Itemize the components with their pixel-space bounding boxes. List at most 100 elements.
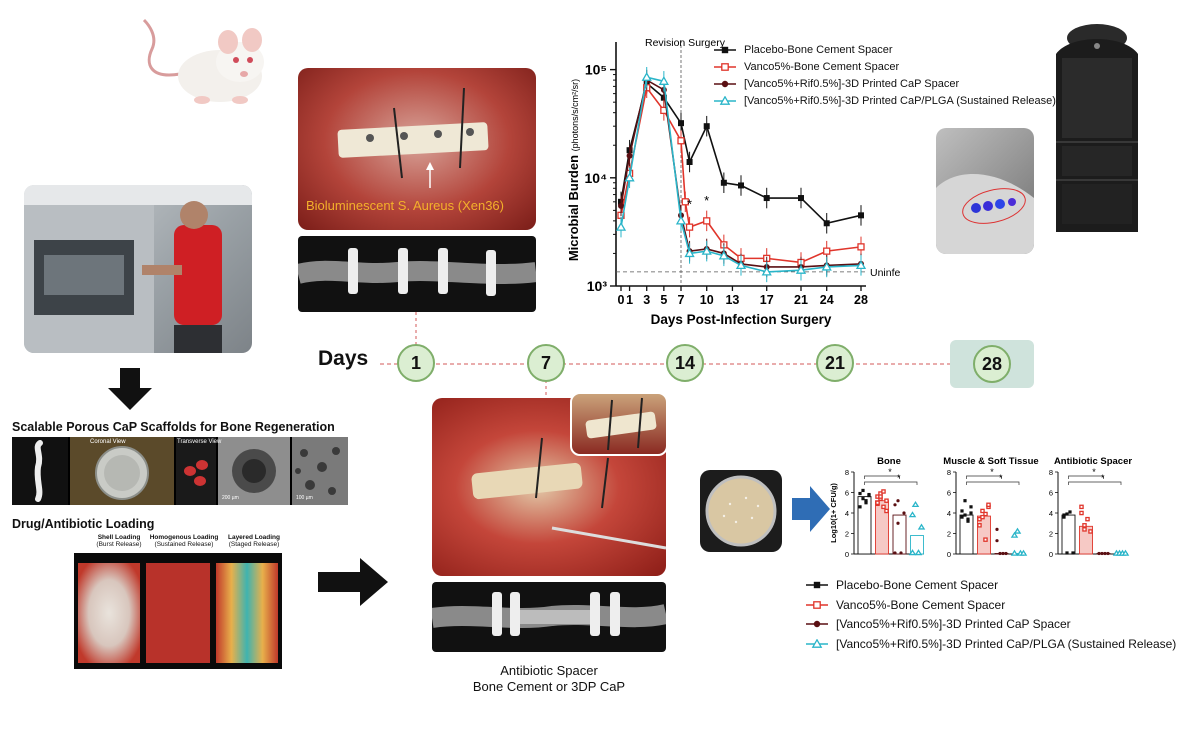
printer-operator-photo bbox=[24, 185, 252, 353]
bar-dot bbox=[896, 521, 900, 525]
bar-dot bbox=[875, 500, 880, 506]
bar-y-tick-label: 4 bbox=[845, 509, 849, 518]
bar-dot bbox=[1071, 551, 1075, 555]
bar-y-tick-label: 2 bbox=[1049, 530, 1053, 539]
data-point bbox=[720, 179, 727, 186]
x-axis-label: Days Post-Infection Surgery bbox=[651, 312, 832, 327]
legend-swatch-marker bbox=[813, 600, 821, 609]
x-tick-label: 28 bbox=[854, 293, 868, 307]
line-chart-legend: Placebo-Bone Cement Spacer Vanco5%-Bone C… bbox=[714, 44, 1056, 116]
bar-dot bbox=[983, 511, 988, 517]
uninfected-label: Uninfected Mice bbox=[870, 267, 900, 279]
legend-swatch-plga bbox=[806, 638, 828, 648]
y-axis-label-unit: (photons/s/cm²/sr) bbox=[570, 79, 580, 152]
significance-star: * bbox=[704, 193, 709, 208]
bar-panel-2: Antibiotic Spacer 0 2 4 6 8 * * bbox=[1049, 456, 1133, 559]
spacer-inset-graphic bbox=[585, 397, 657, 451]
bar-dot bbox=[986, 502, 991, 508]
agar-plate-photo bbox=[700, 470, 782, 552]
scale-bar-200: 200 µm bbox=[222, 495, 239, 501]
legend-swatch-marker bbox=[813, 620, 821, 628]
bar-dot bbox=[995, 539, 999, 543]
timeline-node-day1: 1 bbox=[397, 344, 435, 382]
data-point bbox=[738, 182, 744, 189]
ivis-imaging-machine bbox=[1056, 24, 1138, 232]
legend-label: Vanco5%-Bone Cement Spacer bbox=[836, 597, 1006, 612]
data-point bbox=[701, 245, 712, 255]
x-tick-label: 0 bbox=[618, 293, 625, 307]
bar-dot bbox=[995, 527, 999, 531]
legend-swatch-marker bbox=[721, 80, 729, 88]
bar-placebo bbox=[1061, 514, 1076, 555]
shell-loading-sub: (Burst Release) bbox=[96, 541, 142, 548]
layered-loading-label: Layered Loading (Staged Release) bbox=[218, 534, 290, 548]
timeline-line bbox=[380, 363, 980, 365]
homog-loading-label: Homogenous Loading (Sustained Release) bbox=[142, 534, 226, 548]
days-label: Days bbox=[318, 347, 369, 370]
bar-dot bbox=[861, 497, 865, 501]
data-point bbox=[641, 71, 652, 81]
bar-dot bbox=[861, 488, 865, 493]
shell-loading-text: Shell Loading bbox=[97, 534, 141, 541]
xray-day1-graphic bbox=[295, 248, 538, 296]
bar-dot bbox=[966, 517, 970, 521]
x-tick-label: 13 bbox=[725, 293, 739, 307]
bar-dot bbox=[1079, 504, 1084, 510]
loading-title: Drug/Antibiotic Loading bbox=[12, 517, 155, 531]
bar-dot bbox=[1010, 531, 1019, 538]
timeline-node-day7: 7 bbox=[527, 344, 565, 382]
data-point bbox=[615, 221, 627, 231]
bar-dot bbox=[881, 489, 886, 494]
data-point bbox=[823, 220, 830, 227]
x-tick-label: 24 bbox=[820, 293, 834, 307]
significance-star: * bbox=[687, 197, 692, 212]
bar-panel-1: Muscle & Soft Tissue 0 2 4 6 8 * * bbox=[943, 456, 1038, 559]
bar-y-axis-label: Log10(1+ CFU/g) bbox=[829, 483, 838, 543]
bar-dot bbox=[977, 523, 982, 528]
loading-heatmap bbox=[74, 553, 282, 669]
y-axis-label: Microbial Burden (photons/s/cm²/sr) bbox=[566, 79, 581, 261]
significance-star: * bbox=[990, 467, 994, 477]
bar-panel-title: Antibiotic Spacer bbox=[1054, 456, 1132, 467]
bar-placebo bbox=[857, 496, 872, 555]
data-point bbox=[685, 223, 694, 231]
down-arrow-icon bbox=[108, 368, 152, 410]
bar-dot bbox=[1106, 551, 1110, 556]
bar-dot bbox=[966, 519, 970, 523]
bar-dot bbox=[969, 511, 973, 515]
bar-dot bbox=[884, 508, 889, 514]
agar-plate-graphic bbox=[705, 475, 777, 547]
bar-dot bbox=[864, 501, 868, 505]
timeline-connector-bottom bbox=[545, 380, 547, 398]
bar-dot bbox=[1062, 513, 1066, 517]
bar-dot bbox=[858, 505, 862, 509]
legend-swatch-marker bbox=[719, 96, 731, 105]
bar-y-tick-label: 8 bbox=[845, 468, 849, 477]
y-tick-label: 10⁴ bbox=[585, 170, 608, 186]
bar-y-tick-label: 8 bbox=[947, 468, 951, 477]
x-tick-label: 5 bbox=[660, 293, 667, 307]
data-point bbox=[798, 195, 804, 202]
legend-item-vanco: Vanco5%-Bone Cement Spacer bbox=[714, 61, 899, 73]
surgery-photo: Bioluminescent S. Aureus (Xen36) bbox=[298, 68, 536, 230]
data-point bbox=[678, 120, 684, 127]
bar-y-tick-label: 4 bbox=[1049, 509, 1053, 518]
legend-swatch-placebo bbox=[806, 581, 828, 589]
bar-dot bbox=[896, 499, 900, 503]
revision-label: Revision Surgery bbox=[645, 37, 726, 49]
legend-item-placebo: Placebo-Bone Cement Spacer bbox=[806, 578, 998, 592]
x-tick-label: 7 bbox=[678, 293, 685, 307]
spacer-caption-line1: Antibiotic Spacer bbox=[500, 663, 598, 678]
legend-label: Placebo-Bone Cement Spacer bbox=[836, 578, 999, 592]
bar-y-tick-label: 4 bbox=[947, 509, 951, 518]
x-tick-label: 3 bbox=[643, 293, 650, 307]
ivis-mouse-graphic bbox=[936, 174, 1034, 254]
data-point bbox=[675, 215, 687, 225]
data-point bbox=[618, 202, 624, 209]
legend-item-cap: [Vanco5%+Rif0.5%]-3D Printed CaP Spacer bbox=[806, 617, 1071, 631]
timeline-final-box: 28 bbox=[950, 340, 1034, 388]
bar-dot bbox=[1082, 523, 1087, 528]
scaffolds-title: Scalable Porous CaP Scaffolds for Bone R… bbox=[12, 420, 335, 434]
